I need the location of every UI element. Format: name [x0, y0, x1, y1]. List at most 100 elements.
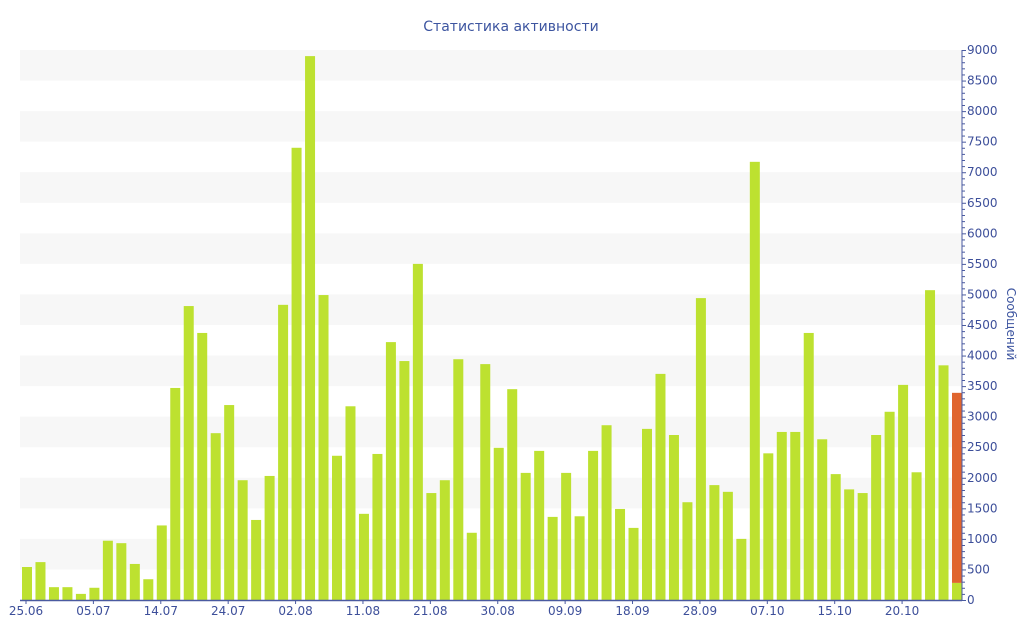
bar	[547, 516, 558, 600]
bar	[332, 455, 342, 600]
bar	[439, 480, 450, 600]
bar	[507, 389, 518, 600]
y-tick-label: 2500	[967, 440, 998, 454]
bar	[291, 147, 302, 600]
bar	[561, 472, 572, 600]
x-tick-label: 21.08	[413, 604, 447, 618]
bar	[628, 527, 639, 600]
x-axis: 25.06 05.07 14.07 24.07 02.08 11.08 21.08 30.08…	[9, 599, 962, 618]
bar	[493, 447, 504, 600]
x-tick-label: 20.10	[885, 604, 919, 618]
bar	[278, 304, 289, 600]
bar	[736, 538, 747, 600]
y-tick-label: 7000	[967, 165, 998, 179]
x-tick-label: 15.10	[818, 604, 852, 618]
bar	[817, 439, 828, 600]
bar	[588, 450, 599, 600]
bar	[682, 502, 693, 600]
grid-band	[20, 111, 962, 142]
bar	[534, 450, 545, 600]
bar	[574, 516, 585, 600]
bar	[210, 433, 221, 600]
bar	[925, 290, 936, 600]
bar	[399, 361, 410, 600]
bar	[48, 587, 59, 600]
bar	[668, 435, 679, 600]
x-tick-label: 02.08	[278, 604, 312, 618]
bar	[143, 579, 154, 600]
y-tick-label: 3500	[967, 379, 998, 393]
bar	[35, 562, 46, 600]
bars	[22, 56, 962, 601]
bar	[790, 431, 801, 600]
bar	[385, 342, 396, 600]
bar	[642, 428, 652, 600]
x-tick-label: 28.09	[683, 604, 717, 618]
y-tick-label: 2000	[967, 471, 998, 485]
y-tick-label: 5000	[967, 287, 998, 301]
bar	[224, 405, 235, 600]
bar	[655, 373, 666, 600]
bar	[749, 161, 760, 601]
bar	[170, 387, 181, 600]
bar	[709, 485, 720, 600]
bar	[830, 474, 841, 600]
bar	[601, 425, 612, 600]
bar	[480, 364, 491, 600]
y-tick-label: 8500	[967, 74, 998, 88]
bar	[898, 384, 909, 600]
bar	[197, 332, 208, 600]
y-tick-label: 0	[967, 593, 975, 607]
y-tick-label: 6500	[967, 196, 998, 210]
y-tick-label: 1500	[967, 501, 998, 515]
y-tick-label: 8000	[967, 104, 998, 118]
bar	[183, 306, 194, 600]
grid-band	[20, 233, 962, 264]
bar	[237, 480, 248, 600]
chart-title: Статистика активности	[423, 19, 598, 35]
bar	[938, 365, 949, 600]
bar	[129, 563, 140, 600]
bar	[884, 411, 895, 600]
x-tick-label: 24.07	[211, 604, 245, 618]
bar	[776, 431, 787, 600]
bar-stacked	[952, 392, 962, 583]
bar	[305, 56, 316, 601]
x-tick-label: 18.09	[615, 604, 649, 618]
bar	[412, 263, 423, 600]
bar	[803, 332, 814, 600]
y-tick-label: 9000	[967, 43, 998, 57]
bar	[763, 453, 774, 600]
bar	[615, 508, 626, 600]
x-tick-label: 30.08	[481, 604, 515, 618]
grid-band	[20, 355, 962, 387]
bar	[251, 519, 262, 600]
bar	[453, 359, 464, 600]
bar	[318, 295, 329, 600]
bar	[102, 540, 113, 600]
bar	[89, 587, 100, 600]
y-axis: 0 500 1000 1500 2000 2500 3000 3500 4000 4500 5000…	[961, 43, 998, 607]
bar	[62, 587, 73, 600]
bar	[952, 582, 962, 600]
y-tick-label: 7500	[967, 135, 998, 149]
bar	[520, 472, 531, 600]
bar	[695, 298, 706, 600]
bar	[116, 543, 127, 600]
y-tick-label: 5500	[967, 257, 998, 271]
y-tick-label: 500	[967, 562, 990, 576]
bar	[345, 406, 356, 600]
x-tick-label: 14.07	[144, 604, 178, 618]
bar	[844, 489, 855, 600]
y-tick-label: 4000	[967, 349, 998, 363]
bar	[426, 493, 437, 600]
bar	[156, 525, 167, 600]
grid-band	[20, 50, 962, 81]
bar	[264, 475, 275, 600]
y-tick-label: 3000	[967, 410, 998, 424]
grid-band	[20, 294, 962, 325]
bar	[857, 493, 868, 600]
x-tick-label: 25.06	[9, 604, 43, 618]
bar	[722, 491, 733, 600]
